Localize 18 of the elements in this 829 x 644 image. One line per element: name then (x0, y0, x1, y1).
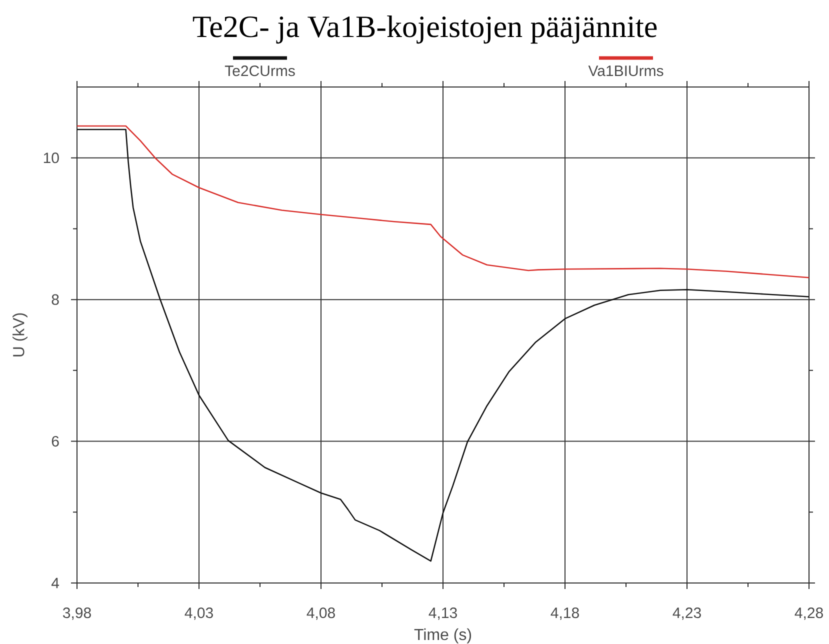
x-axis-title: Time (s) (414, 628, 472, 644)
x-tick-label: 4,03 (184, 608, 213, 620)
legend-label: Va1BIUrms (588, 66, 664, 76)
x-tick-label: 4,18 (550, 608, 579, 620)
y-tick-label: 4 (51, 578, 60, 588)
x-tick-label: 4,23 (672, 608, 701, 620)
x-tick-label: 4,28 (794, 608, 823, 620)
y-tick-label: 8 (52, 294, 59, 305)
line-series (77, 128, 810, 562)
x-tick-label: 3,98 (62, 608, 91, 620)
y-tick-label: 10 (44, 152, 59, 164)
line-series (77, 125, 810, 278)
x-tick-label: 4,08 (306, 608, 335, 620)
chart-title: Te2C- ja Va1B-kojeistojen pääjännite (192, 15, 657, 44)
y-tick-label: 6 (52, 436, 59, 447)
x-tick-label: 4,13 (428, 608, 457, 620)
legend-label: Te2CUrms (224, 66, 295, 76)
y-axis-title: U (kV) (12, 313, 28, 356)
